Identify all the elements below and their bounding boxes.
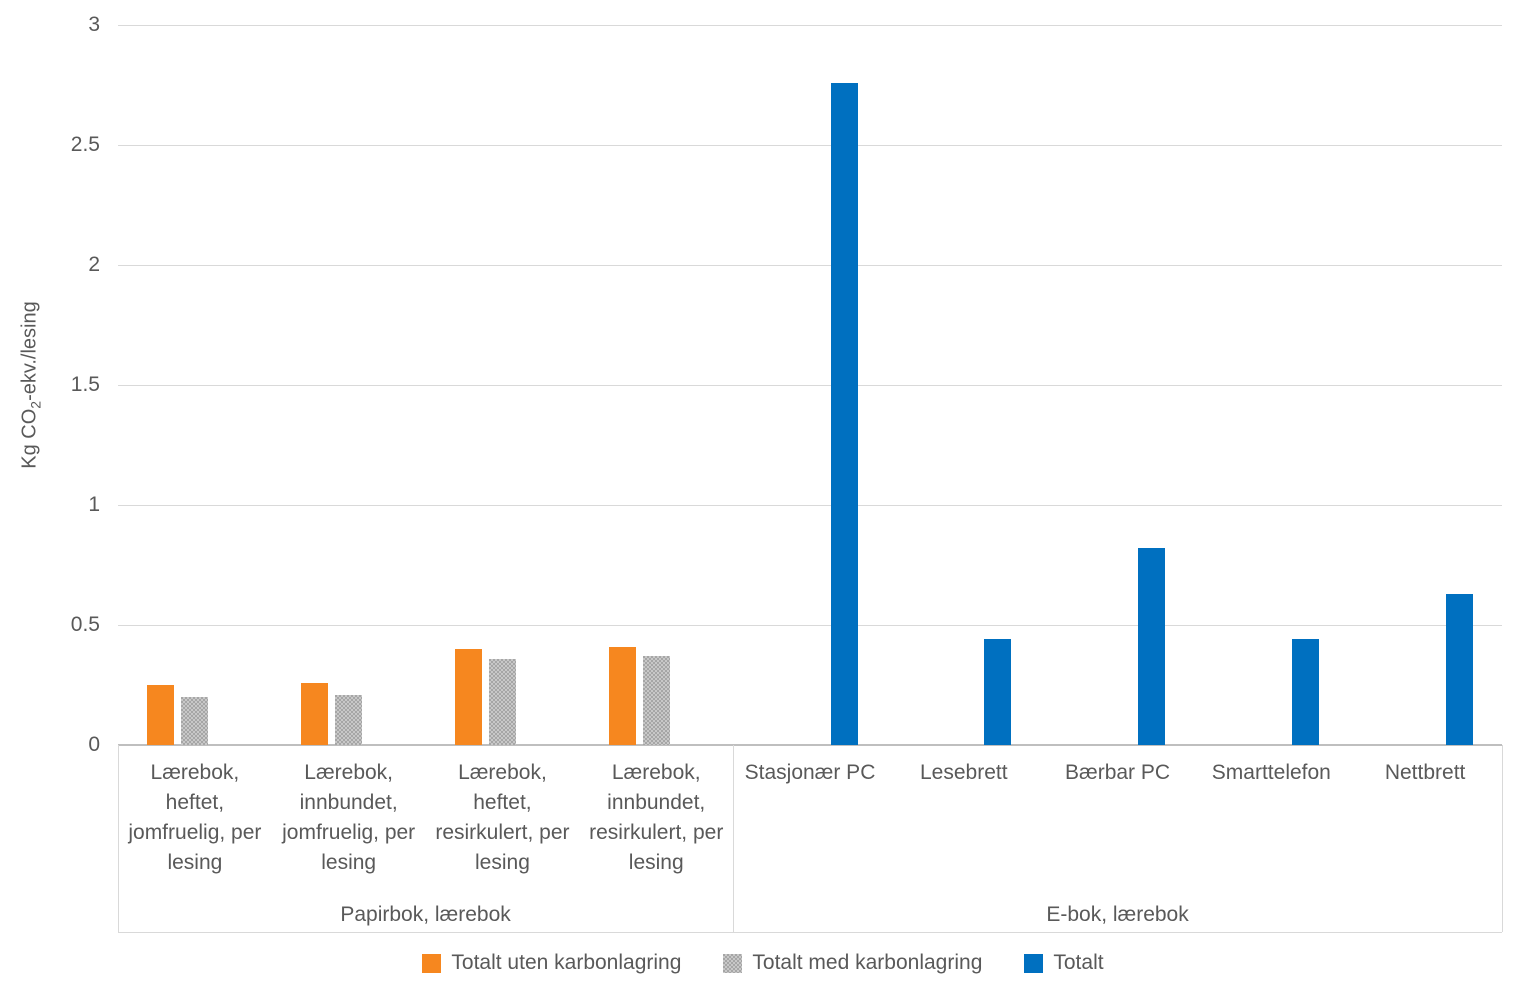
bar-totalt-med-karbonlagring-3 <box>642 656 670 745</box>
y-axis-tick-label: 0 <box>88 733 100 756</box>
gridline <box>118 625 1502 626</box>
y-axis-tick-label: 2.5 <box>70 133 100 156</box>
category-divider <box>733 745 734 932</box>
legend-item: Totalt uten karbonlagring <box>422 948 681 978</box>
gridline <box>118 505 1502 506</box>
legend-swatch <box>723 953 743 973</box>
x-group-label: E-bok, lærebok <box>1046 903 1189 926</box>
bar-totalt-5 <box>984 639 1012 745</box>
bar-totalt-7 <box>1292 639 1320 745</box>
bar-totalt-med-karbonlagring-2 <box>488 658 516 745</box>
legend-swatch <box>1024 953 1044 973</box>
y-axis-tick-label: 2 <box>88 253 100 276</box>
x-category-label: Smarttelefon <box>1211 761 1331 784</box>
category-divider <box>118 745 119 932</box>
x-group-label: Papirbok, lærebok <box>340 903 511 926</box>
y-axis-tick-label: 1.5 <box>70 373 100 396</box>
gridline <box>118 25 1502 26</box>
x-axis-line <box>118 744 1502 746</box>
legend-label: Totalt med karbonlagring <box>752 951 983 974</box>
bar-totalt-uten-karbonlagring-3 <box>608 646 636 745</box>
x-category-label: Lærebok, heftet, resirkulert, per lesing <box>435 761 570 874</box>
gridline <box>118 385 1502 386</box>
legend-label: Totalt uten karbonlagring <box>451 951 682 974</box>
x-category-label: Stasjonær PC <box>744 761 876 784</box>
bar-totalt-uten-karbonlagring-0 <box>147 685 175 745</box>
y-axis-tick-label: 3 <box>88 13 100 36</box>
gridline <box>118 145 1502 146</box>
legend-item: Totalt <box>1024 948 1104 978</box>
x-category-label: Lesebrett <box>919 761 1008 784</box>
x-category-label: Lærebok, innbundet, jomfruelig, per lesi… <box>282 761 416 874</box>
legend-label: Totalt <box>1053 951 1104 974</box>
legend-item: Totalt med karbonlagring <box>723 948 982 978</box>
bar-totalt-6 <box>1138 548 1166 745</box>
x-category-label: Nettbrett <box>1384 761 1466 784</box>
category-divider <box>1502 745 1503 932</box>
y-axis-tick-label: 1 <box>88 493 100 516</box>
bar-totalt-uten-karbonlagring-2 <box>454 649 482 745</box>
bar-totalt-med-karbonlagring-1 <box>335 694 363 745</box>
x-category-label: Bærbar PC <box>1065 761 1171 784</box>
label-area-bottom-border <box>118 932 1502 933</box>
bar-totalt-8 <box>1445 593 1473 745</box>
bar-totalt-med-karbonlagring-0 <box>181 697 209 745</box>
bar-totalt-4 <box>830 82 858 745</box>
x-category-label: Lærebok, heftet, jomfruelig, per lesing <box>128 761 262 874</box>
bar-totalt-uten-karbonlagring-1 <box>300 682 328 745</box>
x-category-label: Lærebok, innbundet, resirkulert, per les… <box>589 761 724 874</box>
y-axis-tick-label: 0.5 <box>70 613 100 636</box>
gridline <box>118 265 1502 266</box>
legend: Totalt uten karbonlagring Totalt med karb… <box>0 948 1526 978</box>
legend-swatch <box>422 953 442 973</box>
